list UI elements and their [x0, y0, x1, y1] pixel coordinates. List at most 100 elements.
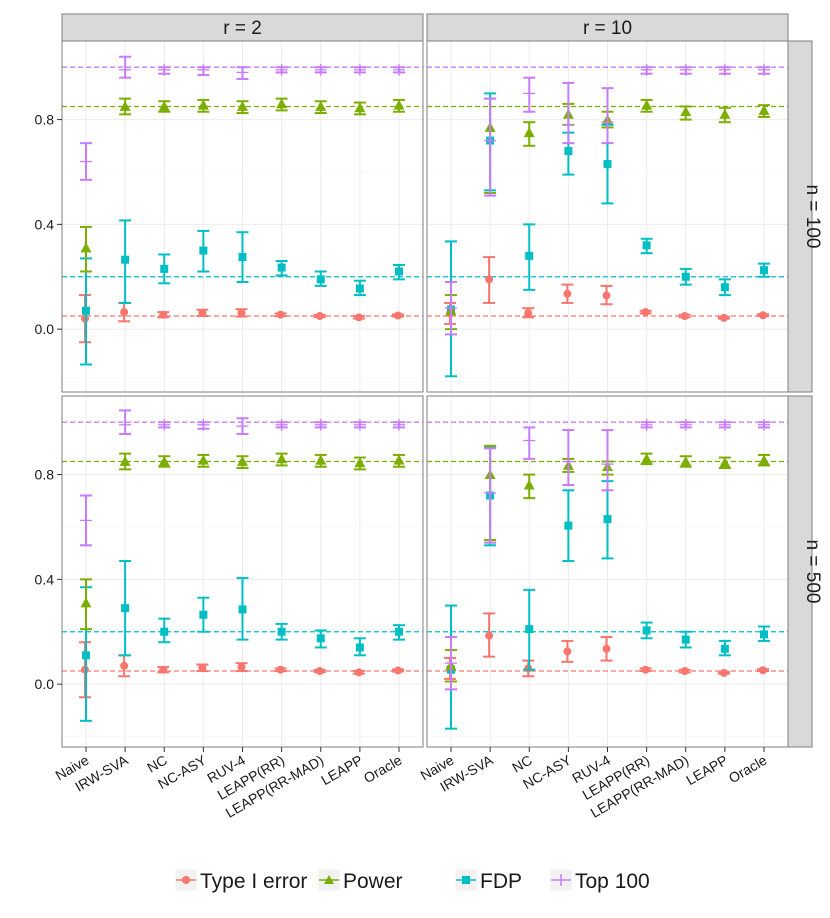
- y-tick-label: 0.4: [35, 216, 55, 232]
- point-fdp: [603, 515, 612, 524]
- point-power: [158, 100, 170, 111]
- x-tick-label: Oracle: [726, 752, 770, 787]
- point-type1: [641, 665, 650, 674]
- row-strip-label-1: n = 500: [802, 540, 823, 604]
- point-power: [354, 457, 366, 468]
- point-fdp: [760, 266, 768, 275]
- point-power: [158, 455, 170, 466]
- point-power: [276, 453, 288, 464]
- col-strip-label-0: r = 2: [223, 18, 262, 39]
- legend-item-power: Power: [317, 868, 403, 893]
- point-fdp: [681, 635, 690, 644]
- row-strip-bg-0: [787, 40, 813, 393]
- point-type1: [276, 665, 285, 674]
- point-power: [315, 100, 327, 111]
- point-power: [80, 242, 92, 253]
- point-power: [315, 454, 327, 465]
- point-type1: [602, 291, 611, 300]
- point-power: [354, 102, 366, 113]
- point-type1: [641, 308, 650, 317]
- point-type1: [354, 668, 363, 677]
- legend-label: Type I error: [200, 870, 307, 893]
- point-type1: [680, 667, 689, 676]
- point-type1: [759, 666, 767, 675]
- row-strip-bg-1: [787, 395, 813, 748]
- point-fdp: [525, 251, 534, 260]
- point-fdp: [564, 521, 573, 530]
- point-type1: [237, 663, 246, 672]
- point-power: [393, 454, 405, 465]
- point-fdp: [681, 272, 690, 281]
- point-fdp: [238, 605, 247, 614]
- point-power: [641, 99, 653, 110]
- point-power: [680, 106, 692, 117]
- point-type1: [602, 644, 611, 653]
- point-type1: [159, 310, 168, 319]
- panel-0-1: [426, 40, 789, 393]
- point-type1: [394, 311, 402, 320]
- point-power: [719, 108, 731, 119]
- legend-symbol: [462, 876, 470, 884]
- point-type1: [198, 663, 207, 672]
- point-power: [680, 455, 692, 466]
- point-fdp: [720, 283, 729, 292]
- point-power: [523, 479, 535, 490]
- point-fdp: [238, 253, 247, 262]
- point-power: [197, 454, 209, 465]
- point-power: [119, 455, 131, 466]
- point-power: [758, 104, 770, 115]
- x-tick-label: Oracle: [361, 752, 405, 787]
- legend-label: Power: [343, 870, 403, 893]
- point-fdp: [316, 634, 325, 643]
- point-type1: [276, 310, 285, 319]
- point-power: [758, 454, 770, 465]
- point-type1: [237, 308, 246, 317]
- legend-label: Top 100: [575, 870, 650, 893]
- point-fdp: [82, 306, 90, 315]
- legend-label: FDP: [480, 870, 522, 893]
- point-power: [119, 100, 131, 111]
- legend-item-fdp: FDP: [454, 868, 522, 893]
- point-type1: [524, 308, 533, 317]
- x-tick-label: LEAPP: [318, 752, 365, 788]
- point-fdp: [395, 627, 403, 636]
- point-fdp: [82, 651, 90, 660]
- legend-item-top100: Top 100: [549, 868, 650, 893]
- point-power: [393, 99, 405, 110]
- point-type1: [485, 631, 494, 640]
- point-power: [237, 455, 248, 466]
- legend-item-type1: Type I error: [174, 868, 307, 893]
- point-fdp: [720, 644, 729, 653]
- point-type1: [680, 312, 689, 321]
- point-fdp: [277, 263, 286, 272]
- y-tick-label: 0.0: [35, 321, 55, 337]
- panel-1-1: [426, 395, 789, 748]
- y-tick-label: 0.8: [35, 112, 55, 128]
- col-strip-bg-0: [61, 13, 424, 42]
- panel-border: [426, 40, 789, 393]
- panel-0-0: [61, 40, 424, 393]
- col-strip-label-1: r = 10: [583, 18, 632, 39]
- point-type1: [315, 667, 324, 676]
- y-tick-label: 0.8: [35, 467, 55, 483]
- point-power: [276, 98, 288, 109]
- y-tick-label: 0.4: [35, 571, 55, 587]
- legend-symbol: [182, 876, 190, 884]
- point-type1: [759, 311, 767, 320]
- point-type1: [354, 313, 363, 322]
- point-type1: [198, 308, 207, 317]
- point-type1: [719, 313, 728, 322]
- point-type1: [159, 665, 168, 674]
- panel-border: [61, 40, 424, 393]
- point-type1: [120, 308, 129, 317]
- point-power: [80, 597, 92, 608]
- y-tick-label: 0.0: [35, 676, 55, 692]
- point-type1: [563, 647, 572, 656]
- point-fdp: [121, 604, 130, 613]
- point-fdp: [525, 625, 534, 634]
- point-fdp: [160, 627, 169, 636]
- point-type1: [315, 312, 324, 321]
- point-power: [237, 100, 248, 111]
